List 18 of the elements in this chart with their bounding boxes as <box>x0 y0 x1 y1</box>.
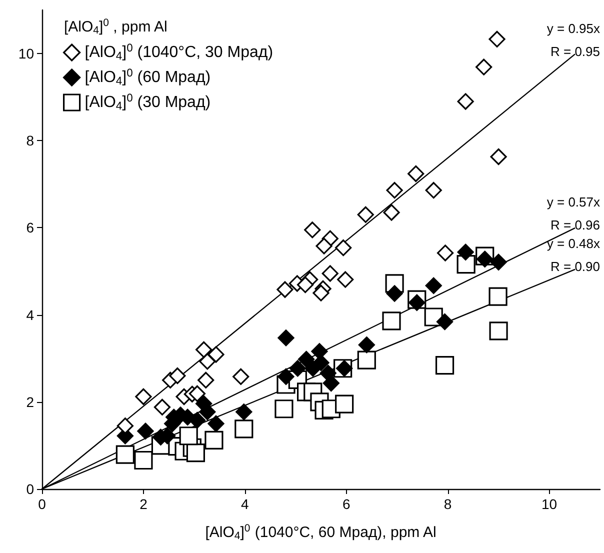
x-tick-label: 10 <box>541 496 558 512</box>
annotation: y = 0.95x <box>546 20 600 36</box>
annotation: R = 0.90 <box>550 259 600 274</box>
annotation: R = 0.96 <box>550 218 600 233</box>
y-tick-label: 2 <box>26 394 34 410</box>
x-tick-label: 4 <box>241 496 250 512</box>
y-tick-label: 6 <box>26 220 34 236</box>
x-tick-label: 8 <box>444 496 452 512</box>
y-tick-label: 0 <box>26 481 34 497</box>
annotation: R = 0.95 <box>550 44 600 59</box>
annotation: y = 0.57x <box>546 194 600 210</box>
x-tick-label: 0 <box>38 496 46 512</box>
y-tick-label: 10 <box>18 46 34 62</box>
y-tick-label: 4 <box>26 306 34 323</box>
y-tick-label: 8 <box>26 132 34 149</box>
x-tick-label: 6 <box>342 496 350 512</box>
x-tick-label: 2 <box>140 496 148 512</box>
annotation: y = 0.48x <box>546 236 600 252</box>
